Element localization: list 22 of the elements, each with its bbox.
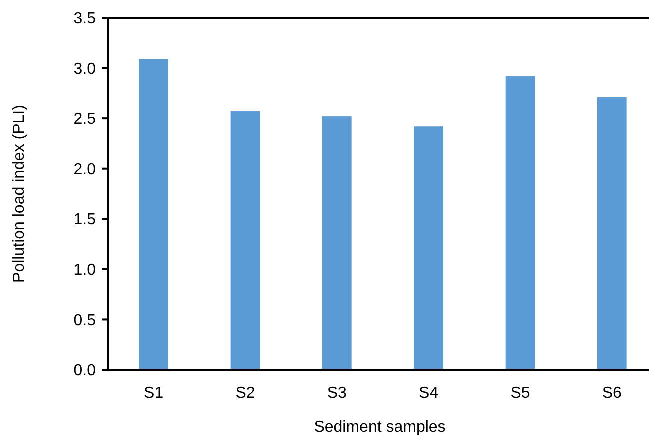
bar [322, 116, 352, 370]
x-tick-label: S6 [602, 385, 622, 402]
bar [414, 126, 444, 370]
y-tick-label: 0.5 [74, 312, 96, 330]
y-tick-label: 1.0 [74, 262, 96, 280]
x-tick-label: S1 [144, 385, 164, 402]
y-tick-label: 1.5 [74, 212, 96, 229]
bar [230, 112, 260, 370]
bar [139, 59, 168, 370]
x-tick-label: S3 [327, 385, 348, 402]
y-tick-label: 2.5 [74, 111, 96, 128]
x-axis-title: Sediment samples [314, 419, 446, 436]
bar [598, 97, 627, 370]
bar [506, 76, 536, 370]
x-tick-label: S4 [419, 385, 439, 402]
x-tick-label: S2 [236, 385, 256, 402]
x-tick-label: S5 [510, 385, 530, 402]
y-tick-label: 3.5 [74, 10, 96, 28]
y-tick-label: 2.0 [74, 161, 96, 178]
y-axis-title: Pollution load index (PLI) [11, 105, 28, 283]
y-tick-label: 3.0 [74, 60, 96, 78]
y-tick-label: 0.0 [74, 362, 96, 380]
